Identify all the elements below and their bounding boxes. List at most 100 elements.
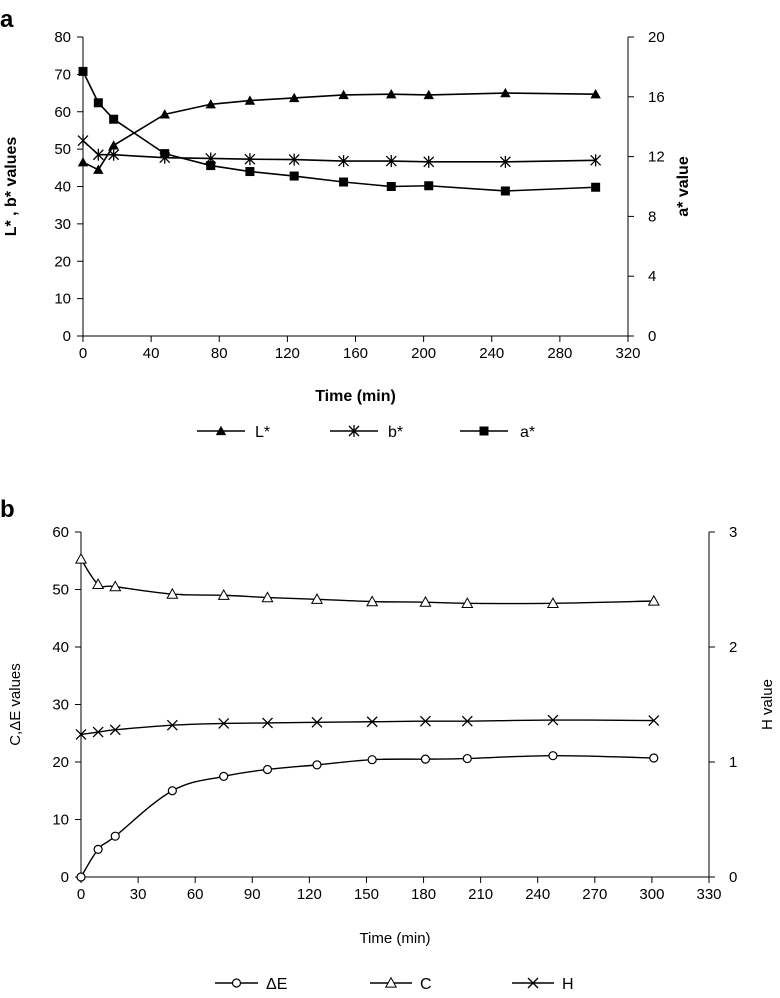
y-tick-label: 40: [54, 179, 71, 196]
series-L*: [77, 87, 601, 174]
legend-label: b*: [388, 424, 403, 441]
x-axis-title: Time (min): [315, 388, 396, 405]
data-point: [92, 148, 104, 161]
y2-tick-label: 12: [648, 149, 665, 166]
legend-item: L*: [197, 424, 270, 441]
x-tick-label: 210: [468, 886, 493, 903]
data-point: [262, 764, 273, 775]
data-point: [109, 580, 122, 592]
x-tick-label: 120: [297, 886, 322, 903]
y-tick-label: 60: [54, 104, 71, 121]
y-tick-label: 10: [54, 291, 71, 308]
x-tick-label: 120: [275, 345, 300, 362]
data-point: [262, 717, 273, 729]
data-point: [110, 831, 120, 841]
data-point: [244, 153, 256, 166]
data-point: [92, 726, 104, 738]
data-point: [312, 760, 322, 770]
x-tick-label: 270: [582, 886, 607, 903]
x-tick-label: 0: [77, 886, 85, 903]
y-tick-label: 60: [52, 524, 69, 541]
y-tick-label: 50: [54, 141, 71, 158]
y-tick-label: 40: [52, 639, 69, 656]
data-point: [424, 181, 434, 191]
data-point: [77, 157, 89, 167]
data-point: [339, 177, 349, 187]
data-point: [499, 155, 511, 168]
data-point: [289, 171, 299, 181]
y2-tick-label: 2: [729, 639, 737, 656]
data-point: [500, 87, 511, 98]
legend-label: C: [420, 976, 432, 993]
data-point: [479, 426, 489, 436]
y-tick-label: 50: [52, 582, 69, 599]
y-tick-label: 10: [52, 812, 69, 829]
data-point: [206, 161, 216, 171]
data-point: [78, 66, 88, 76]
data-point: [386, 88, 397, 99]
y2-tick-label: 16: [648, 89, 665, 106]
x-tick-label: 240: [525, 886, 550, 903]
panel-label: a: [0, 6, 14, 33]
data-point: [219, 771, 229, 781]
data-point: [288, 153, 300, 166]
series-line: [80, 558, 654, 605]
data-point: [109, 114, 119, 124]
data-point: [231, 978, 242, 988]
data-point: [92, 578, 105, 589]
data-point: [590, 154, 602, 167]
y-tick-label: 70: [54, 66, 71, 83]
data-point: [74, 552, 88, 564]
y-tick-label: 20: [52, 754, 69, 771]
x-tick-label: 320: [615, 345, 640, 362]
data-point: [93, 844, 103, 855]
y-tick-label: 30: [52, 697, 69, 714]
data-point: [500, 186, 510, 196]
y2-tick-label: 0: [729, 869, 737, 886]
data-point: [367, 755, 377, 765]
data-point: [591, 182, 601, 192]
x-tick-label: 90: [244, 886, 261, 903]
data-point: [366, 595, 379, 607]
series-C: [74, 552, 660, 608]
data-point: [217, 589, 230, 600]
legend-label: a*: [520, 424, 535, 441]
x-tick-label: 0: [79, 345, 87, 362]
series-line: [82, 139, 596, 163]
data-point: [649, 753, 659, 763]
y2-tick-label: 1: [729, 754, 737, 771]
y-tick-label: 0: [63, 328, 71, 345]
series-line: [80, 719, 654, 736]
y-tick-label: 0: [61, 869, 69, 886]
series-a*: [78, 66, 601, 196]
y2-axis-title: H value: [759, 679, 776, 730]
data-point: [93, 98, 103, 108]
y2-axis-title: a* value: [675, 156, 692, 217]
x-tick-label: 200: [411, 345, 436, 362]
x-tick-label: 80: [211, 345, 228, 362]
data-point: [310, 593, 324, 604]
data-point: [366, 716, 378, 728]
series-line: [82, 71, 596, 192]
data-point: [527, 977, 539, 989]
data-point: [166, 587, 179, 599]
legend-label: H: [562, 976, 574, 993]
data-point: [423, 89, 434, 100]
data-point: [75, 728, 87, 740]
y2-tick-label: 20: [648, 29, 665, 46]
chart-panel-b: b0 30 60 90 120 150 180 210 240 270 300 33001020304…: [0, 496, 776, 993]
data-point: [311, 716, 323, 728]
legend-label: L*: [255, 424, 270, 441]
data-point: [590, 88, 601, 99]
legend-item: C: [370, 976, 432, 993]
data-point: [160, 149, 170, 159]
data-point: [548, 751, 558, 761]
data-point: [385, 155, 397, 168]
data-point: [338, 89, 349, 100]
data-point: [108, 140, 119, 150]
data-point: [93, 164, 104, 174]
x-tick-label: 240: [479, 345, 504, 362]
x-tick-label: 300: [639, 886, 664, 903]
x-axis-title: Time (min): [359, 930, 430, 947]
